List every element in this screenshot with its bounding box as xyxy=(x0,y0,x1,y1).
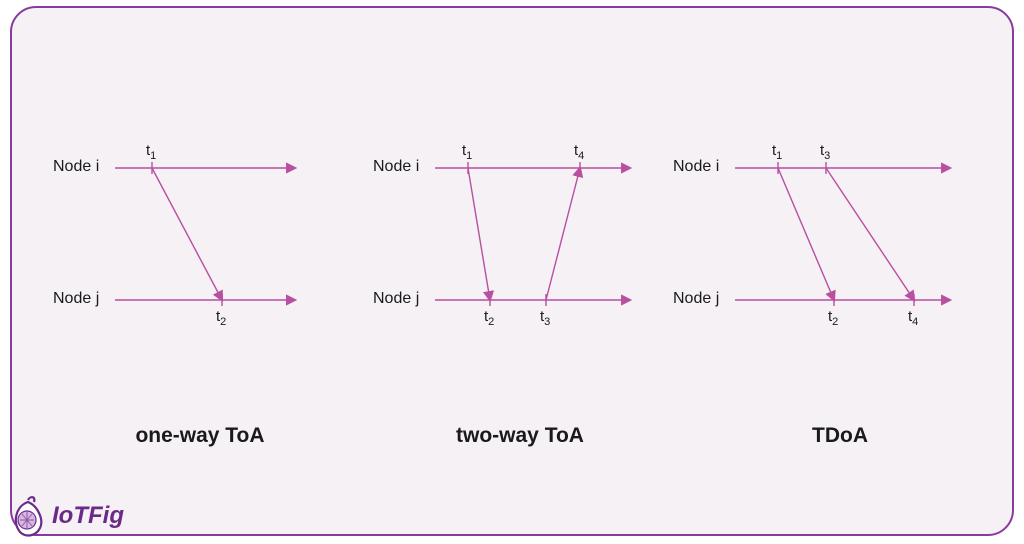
message-arrow xyxy=(152,168,222,300)
panel-tdoa: Node iNode jt1t3t2t4TDoA xyxy=(680,120,1000,460)
panel-twoway: Node i Node j t1 t4 t2 t3 two-way ToA xyxy=(360,120,680,460)
logo-fig-icon xyxy=(8,494,48,538)
tick-label: t2 xyxy=(216,308,226,328)
message-arrow xyxy=(826,168,914,300)
logo-fig: Fig xyxy=(88,502,124,529)
panel-title: one-way ToA xyxy=(40,424,360,448)
logo: IoTFig xyxy=(8,494,124,538)
tick-label: t2 xyxy=(484,308,494,328)
panel-oneway: Node i Node j t1 t2 one-way ToA xyxy=(40,120,360,460)
diagram-svg xyxy=(680,120,1000,380)
tick-label: t2 xyxy=(828,308,838,328)
node-j-label: Node j xyxy=(373,290,419,308)
logo-iot: IoT xyxy=(52,502,88,529)
node-i-label: Node i xyxy=(673,158,719,176)
node-i-label: Node i xyxy=(53,158,99,176)
node-j-label: Node j xyxy=(53,290,99,308)
panel-title: TDoA xyxy=(680,424,1000,448)
tick-label: t4 xyxy=(574,142,584,162)
message-arrow xyxy=(546,168,580,300)
node-i-label: Node i xyxy=(373,158,419,176)
message-arrow xyxy=(468,168,490,300)
tick-label: t1 xyxy=(462,142,472,162)
message-arrow xyxy=(778,168,834,300)
tick-label: t4 xyxy=(908,308,918,328)
tick-label: t3 xyxy=(540,308,550,328)
panel-title: two-way ToA xyxy=(360,424,680,448)
tick-label: t1 xyxy=(146,142,156,162)
tick-label: t1 xyxy=(772,142,782,162)
tick-label: t3 xyxy=(820,142,830,162)
node-j-label: Node j xyxy=(673,290,719,308)
logo-text: IoTFig xyxy=(52,502,124,530)
